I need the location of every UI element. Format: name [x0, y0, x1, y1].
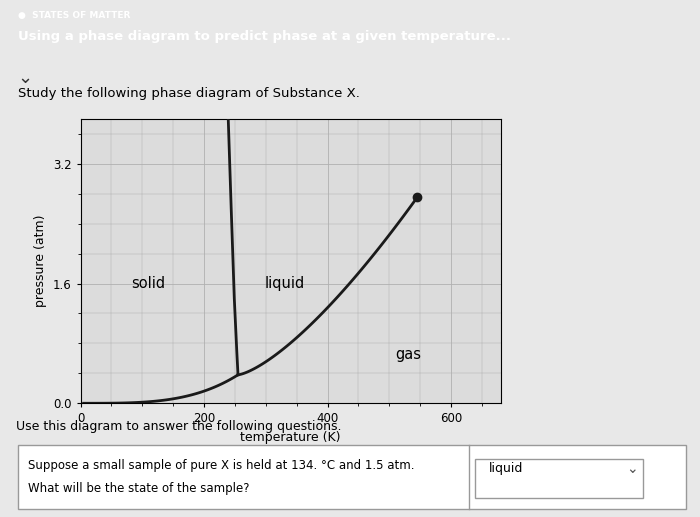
Text: gas: gas: [395, 347, 421, 362]
Y-axis label: pressure (atm): pressure (atm): [34, 215, 47, 307]
Text: What will be the state of the sample?: What will be the state of the sample?: [27, 482, 249, 495]
Text: Use this diagram to answer the following questions.: Use this diagram to answer the following…: [15, 420, 342, 433]
X-axis label: temperature (K): temperature (K): [240, 431, 341, 444]
Bar: [475, 459, 643, 497]
Text: ⌄: ⌄: [626, 462, 638, 476]
Text: Suppose a small sample of pure X is held at 134. °C and 1.5 atm.: Suppose a small sample of pure X is held…: [27, 459, 414, 472]
Text: liquid: liquid: [264, 276, 304, 291]
Text: solid: solid: [132, 276, 165, 291]
Text: ⌄: ⌄: [18, 69, 33, 87]
Text: Using a phase diagram to predict phase at a given temperature...: Using a phase diagram to predict phase a…: [18, 30, 510, 43]
Text: liquid: liquid: [489, 462, 523, 475]
Text: ●  STATES OF MATTER: ● STATES OF MATTER: [18, 11, 130, 20]
Text: Study the following phase diagram of Substance X.: Study the following phase diagram of Sub…: [18, 87, 359, 100]
